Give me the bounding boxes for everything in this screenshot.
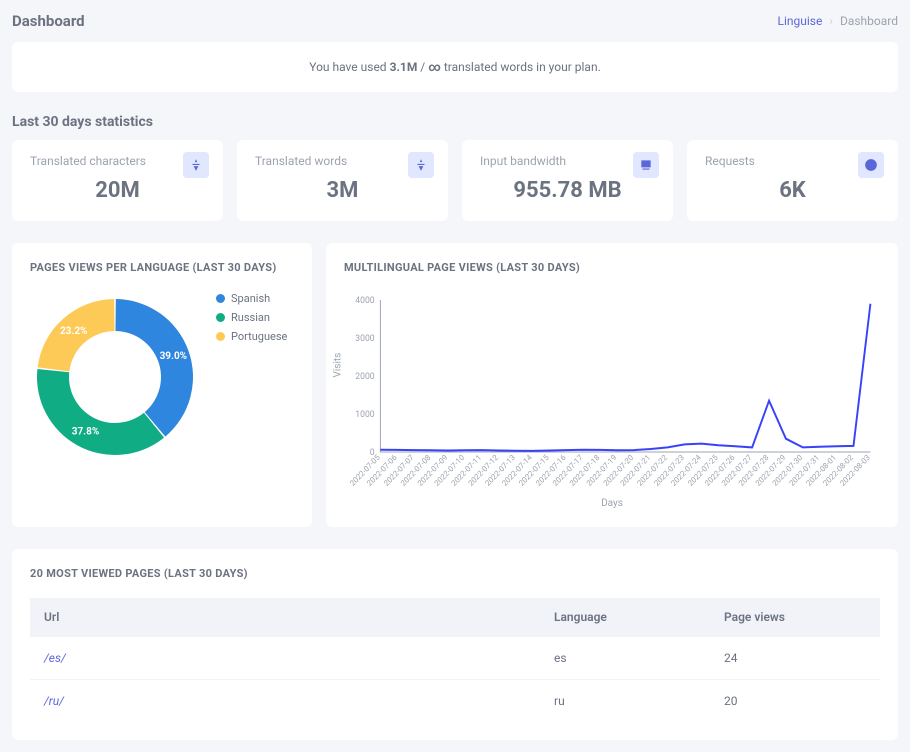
requests-icon (858, 152, 884, 178)
line-chart-x-label: Days (344, 498, 880, 509)
donut-slice-label: 39.0% (160, 351, 188, 362)
table-header-cell: Url (30, 598, 540, 637)
stat-value: 955.78 MB (480, 178, 655, 203)
usage-limit: ∞ (428, 60, 441, 74)
stat-grid: Translated characters 20M Translated words… (12, 140, 898, 221)
line-series (380, 304, 870, 451)
page-title: Dashboard (12, 12, 85, 30)
axis-lines (380, 300, 870, 452)
stat-label: Input bandwidth (480, 154, 655, 168)
translate-icon (408, 152, 434, 178)
breadcrumb-current: Dashboard (840, 14, 898, 28)
y-tick-label: 4000 (355, 296, 374, 306)
usage-prefix: You have used (309, 60, 389, 74)
donut-slice (115, 299, 193, 437)
line-chart: 010002000300040002022-07-052022-07-06202… (344, 292, 880, 492)
legend-item: Spanish (216, 292, 287, 305)
line-chart-y-label: Visits (333, 353, 344, 378)
url-cell: /ru/ (30, 680, 540, 723)
usage-count: 3.1M (390, 60, 418, 74)
donut-chart-card: PAGES VIEWS PER LANGUAGE (LAST 30 DAYS) … (12, 243, 312, 527)
breadcrumb: Linguise › Dashboard (778, 14, 898, 28)
language-cell: ru (540, 680, 710, 723)
donut-slice-label: 37.8% (72, 427, 100, 438)
pages-table-card: 20 MOST VIEWED PAGES (LAST 30 DAYS) UrlL… (12, 549, 898, 740)
breadcrumb-separator: › (829, 14, 833, 28)
table-header-cell: Language (540, 598, 710, 637)
donut-legend: Spanish Russian Portuguese (216, 292, 287, 349)
y-tick-label: 1000 (355, 410, 374, 420)
language-cell: es (540, 637, 710, 680)
legend-item: Portuguese (216, 330, 287, 343)
legend-dot (216, 332, 225, 341)
translate-icon (183, 152, 209, 178)
stat-label: Translated words (255, 154, 430, 168)
stat-value: 20M (30, 178, 205, 203)
stat-card: Input bandwidth 955.78 MB (462, 140, 673, 221)
table-header-cell: Page views (710, 598, 880, 637)
url-cell: /es/ (30, 637, 540, 680)
stat-card: Requests 6K (687, 140, 898, 221)
legend-label: Spanish (231, 292, 270, 305)
stat-card: Translated characters 20M (12, 140, 223, 221)
stat-label: Requests (705, 154, 880, 168)
pageviews-cell: 20 (710, 680, 880, 723)
legend-dot (216, 294, 225, 303)
donut-slice-label: 23.2% (60, 326, 88, 337)
usage-suffix: translated words in your plan. (441, 60, 601, 74)
y-tick-label: 2000 (355, 372, 374, 382)
line-chart-title: MULTILINGUAL PAGE VIEWS (LAST 30 DAYS) (344, 261, 880, 274)
pages-table: UrlLanguagePage views /es/es24/ru/ru20 (30, 598, 880, 722)
donut-chart: 39.0% 37.8% 23.2% (30, 292, 200, 462)
stat-card: Translated words 3M (237, 140, 448, 221)
legend-dot (216, 313, 225, 322)
y-tick-label: 3000 (355, 334, 374, 344)
usage-mid: / (417, 60, 428, 74)
page-url-link[interactable]: /es/ (44, 651, 66, 665)
page-url-link[interactable]: /ru/ (44, 694, 64, 708)
legend-label: Portuguese (231, 330, 287, 343)
legend-item: Russian (216, 311, 287, 324)
stat-label: Translated characters (30, 154, 205, 168)
legend-label: Russian (231, 311, 270, 324)
pages-table-title: 20 MOST VIEWED PAGES (LAST 30 DAYS) (30, 567, 880, 580)
pageviews-cell: 24 (710, 637, 880, 680)
stat-value: 6K (705, 178, 880, 203)
donut-chart-title: PAGES VIEWS PER LANGUAGE (LAST 30 DAYS) (30, 261, 294, 274)
line-chart-card: MULTILINGUAL PAGE VIEWS (LAST 30 DAYS) V… (326, 243, 898, 527)
breadcrumb-link-linguise[interactable]: Linguise (778, 14, 823, 28)
table-row: /ru/ru20 (30, 680, 880, 723)
table-row: /es/es24 (30, 637, 880, 680)
stats-section-title: Last 30 days statistics (12, 114, 898, 130)
usage-banner: You have used 3.1M / ∞ translated words … (12, 42, 898, 92)
bandwidth-icon (633, 152, 659, 178)
stat-value: 3M (255, 178, 430, 203)
